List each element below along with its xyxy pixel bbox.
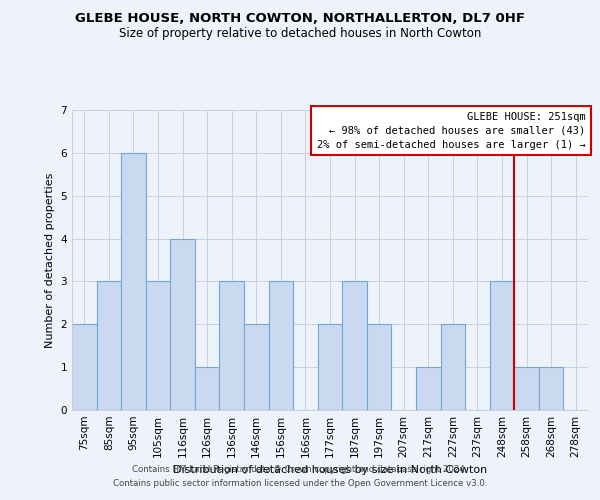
Bar	[318, 324, 342, 410]
Bar	[367, 324, 391, 410]
Bar	[146, 282, 170, 410]
Bar	[440, 324, 465, 410]
Bar	[342, 282, 367, 410]
Bar	[539, 367, 563, 410]
Text: Contains HM Land Registry data © Crown copyright and database right 2024.
Contai: Contains HM Land Registry data © Crown c…	[113, 466, 487, 487]
Bar	[170, 238, 195, 410]
Bar	[121, 153, 146, 410]
Bar	[244, 324, 269, 410]
Y-axis label: Number of detached properties: Number of detached properties	[45, 172, 55, 348]
Bar	[195, 367, 220, 410]
Bar	[269, 282, 293, 410]
Bar	[220, 282, 244, 410]
X-axis label: Distribution of detached houses by size in North Cowton: Distribution of detached houses by size …	[173, 466, 487, 475]
Text: Size of property relative to detached houses in North Cowton: Size of property relative to detached ho…	[119, 28, 481, 40]
Text: GLEBE HOUSE, NORTH COWTON, NORTHALLERTON, DL7 0HF: GLEBE HOUSE, NORTH COWTON, NORTHALLERTON…	[75, 12, 525, 26]
Bar	[490, 282, 514, 410]
Text: GLEBE HOUSE: 251sqm
← 98% of detached houses are smaller (43)
2% of semi-detache: GLEBE HOUSE: 251sqm ← 98% of detached ho…	[317, 112, 586, 150]
Bar	[514, 367, 539, 410]
Bar	[97, 282, 121, 410]
Bar	[416, 367, 440, 410]
Bar	[72, 324, 97, 410]
